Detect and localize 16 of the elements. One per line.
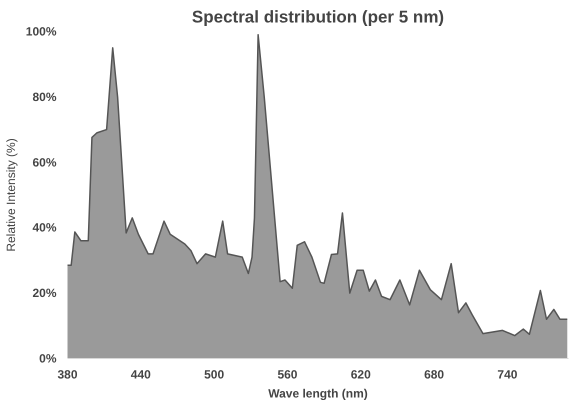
x-tick-label: 680: [424, 368, 444, 382]
x-tick-label: 500: [204, 368, 224, 382]
x-tick-label: 380: [57, 368, 78, 382]
y-tick-label: 0%: [39, 352, 57, 366]
x-tick-label: 560: [277, 368, 298, 382]
x-tick-label: 740: [497, 368, 518, 382]
chart-title: Spectral distribution (per 5 nm): [192, 8, 444, 26]
y-tick-label: 40%: [32, 220, 57, 235]
x-axis-title: Wave length (nm): [268, 386, 368, 400]
y-tick-label: 20%: [32, 286, 57, 300]
y-tick-label: 100%: [26, 24, 57, 38]
y-tick-label: 80%: [32, 90, 57, 104]
y-axis-title: Relative Intensity (%): [4, 138, 18, 252]
x-tick-label: 620: [350, 368, 372, 382]
x-tick-label: 440: [130, 368, 152, 382]
y-tick-label: 60%: [32, 155, 57, 170]
